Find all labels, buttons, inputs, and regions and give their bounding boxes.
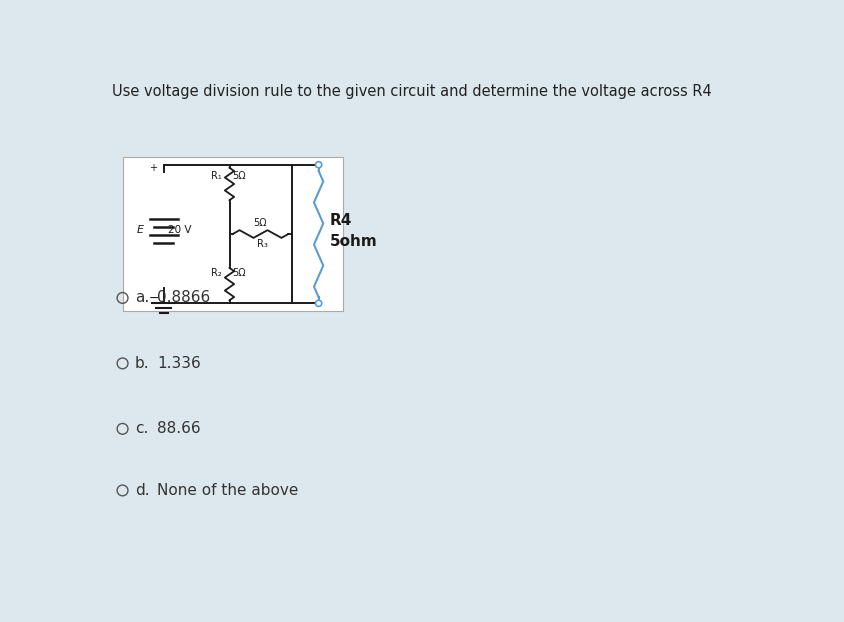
Circle shape bbox=[316, 162, 322, 168]
Text: None of the above: None of the above bbox=[158, 483, 299, 498]
Text: 20 V: 20 V bbox=[168, 225, 192, 235]
Text: E: E bbox=[137, 225, 143, 235]
Text: 0.8866: 0.8866 bbox=[158, 290, 211, 305]
Text: −: − bbox=[149, 292, 160, 305]
Text: c.: c. bbox=[135, 421, 149, 437]
Text: +: + bbox=[149, 163, 157, 173]
Text: Use voltage division rule to the given circuit and determine the voltage across : Use voltage division rule to the given c… bbox=[111, 84, 711, 99]
Text: R₂: R₂ bbox=[211, 268, 222, 278]
Text: d.: d. bbox=[135, 483, 149, 498]
Text: R4: R4 bbox=[329, 213, 352, 228]
Text: 5Ω: 5Ω bbox=[232, 171, 246, 181]
Text: b.: b. bbox=[135, 356, 149, 371]
Text: 5ohm: 5ohm bbox=[329, 234, 377, 249]
Text: a.: a. bbox=[135, 290, 149, 305]
Text: 88.66: 88.66 bbox=[158, 421, 201, 437]
Text: R₃: R₃ bbox=[257, 239, 268, 249]
Text: 1.336: 1.336 bbox=[158, 356, 201, 371]
Text: 5Ω: 5Ω bbox=[232, 268, 246, 278]
Bar bbox=[122, 157, 344, 311]
Text: 5Ω: 5Ω bbox=[254, 218, 268, 228]
Text: R₁: R₁ bbox=[211, 171, 222, 181]
Circle shape bbox=[316, 300, 322, 307]
